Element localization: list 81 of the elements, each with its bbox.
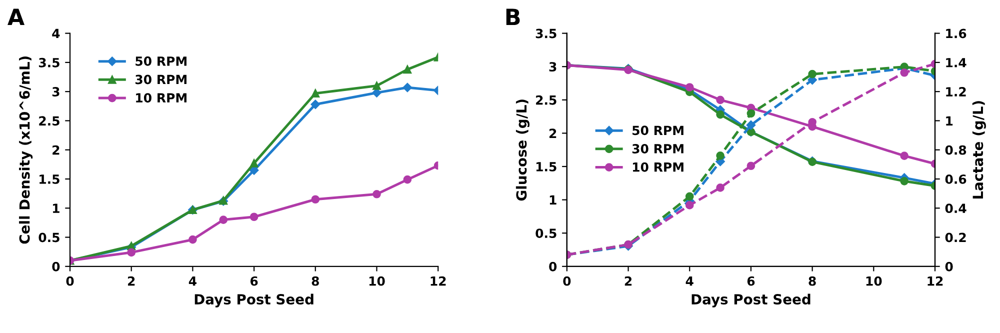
x-axis-title: Days Post Seed [692, 294, 810, 308]
y2-tick-label: 0.2 [945, 232, 966, 242]
x-tick-label: 4 [188, 276, 196, 286]
y-axis-title: Cell Density (x10^6/mL) [19, 56, 33, 244]
x-tick-label: 0 [66, 276, 74, 286]
y-tick-label: 0.5 [38, 232, 60, 242]
point [372, 82, 381, 90]
point [311, 89, 320, 98]
point [900, 68, 908, 77]
legend-label: 10 RPM [632, 162, 684, 172]
point [249, 166, 259, 175]
x-tick-label: 8 [312, 276, 319, 286]
point [402, 82, 412, 92]
x-tick-label: 12 [928, 276, 943, 286]
legend-label: 50 RPM [632, 126, 684, 136]
x-tick-label: 6 [250, 276, 258, 286]
point [900, 152, 908, 160]
point [403, 175, 412, 184]
y-tick-label: 4 [52, 28, 60, 38]
y-tick-label: 1 [550, 195, 556, 205]
y-tick-label: 1.5 [40, 174, 60, 184]
y2-tick-label: 0 [945, 262, 953, 272]
y-tick-label: 2 [52, 145, 60, 155]
point [716, 152, 724, 160]
y2-tick-label: 0.4 [945, 204, 966, 214]
x-tick-label: 0 [563, 276, 571, 286]
x-tick-label: 2 [624, 276, 632, 286]
chart-title: A [8, 8, 25, 25]
x-axis-title: Days Post Seed [194, 294, 314, 308]
chart-title: B [506, 8, 520, 25]
point [716, 110, 724, 119]
y-tick-label: 2.5 [536, 95, 556, 105]
x-tick-label: 2 [128, 276, 135, 286]
point [127, 248, 136, 257]
legend-label: 50 RPM [136, 56, 186, 66]
point [311, 195, 320, 204]
point [900, 176, 908, 186]
y-tick-label: 0 [52, 262, 60, 272]
y-axis-title: Glucose (g/L) [516, 100, 530, 201]
y-tick-label: 0 [549, 262, 557, 272]
point [746, 162, 756, 170]
x-tick-label: 8 [808, 276, 816, 286]
y2-tick-label: 1.4 [946, 58, 966, 68]
y2-tick-label: 1.6 [946, 28, 966, 38]
point [403, 65, 412, 74]
y-tick-label: 1 [52, 204, 60, 213]
point [716, 96, 724, 104]
y-tick-label: 3.5 [536, 28, 556, 38]
y-tick-label: 3 [549, 62, 556, 72]
x-tick-label: 10 [866, 276, 882, 286]
x-tick-label: 10 [369, 276, 385, 286]
point [372, 190, 381, 198]
y2-tick-label: 0.6 [945, 174, 966, 184]
point [685, 201, 694, 210]
legend-label: 10 RPM [136, 93, 186, 103]
x-tick-label: 12 [430, 276, 446, 286]
legend-label: 30 RPM [632, 144, 684, 154]
point [685, 83, 694, 92]
y2-tick-label: 0.8 [945, 145, 966, 155]
y-tick-label: 1.5 [536, 162, 556, 172]
point [219, 216, 228, 224]
y-tick-label: 0.5 [536, 228, 556, 238]
y2-tick-label: 1.2 [946, 87, 966, 96]
point [250, 159, 258, 168]
point [310, 100, 320, 110]
point [250, 212, 258, 222]
x-tick-label: 6 [747, 276, 755, 286]
point [808, 70, 816, 78]
y2-axis-title: Lactate (g/L) [972, 101, 986, 199]
y-tick-label: 2 [549, 128, 556, 138]
point [746, 120, 756, 130]
point [188, 235, 197, 244]
point [746, 109, 756, 118]
point [685, 192, 694, 201]
y-tick-label: 3 [52, 87, 60, 96]
y-tick-label: 3.5 [38, 58, 60, 68]
y-tick-label: 2.5 [39, 116, 60, 126]
x-tick-label: 4 [686, 276, 694, 286]
legend-label: 30 RPM [135, 74, 186, 84]
point [716, 184, 724, 192]
y2-tick-label: 1 [946, 116, 953, 126]
